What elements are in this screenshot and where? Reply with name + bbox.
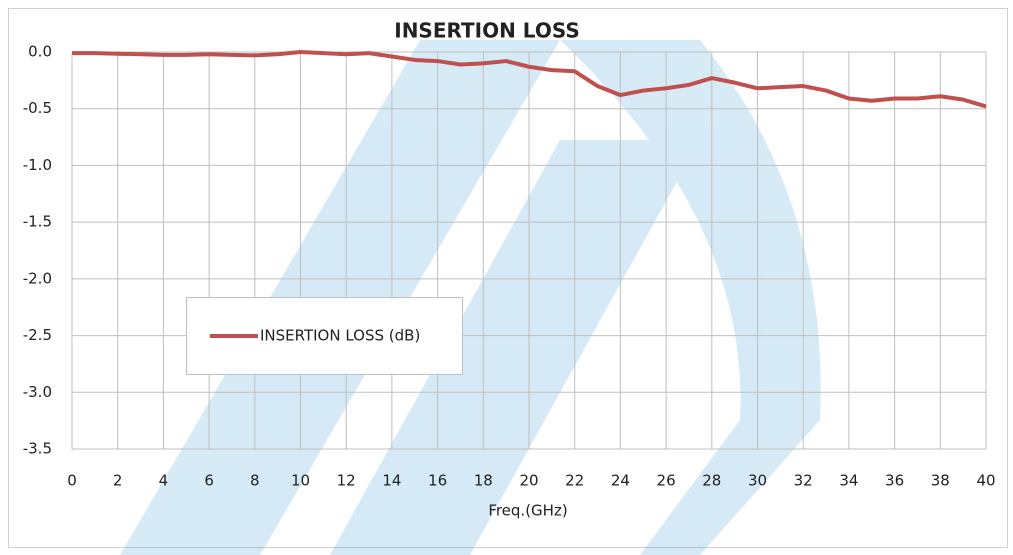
x-tick-label: 28 <box>702 472 721 490</box>
x-axis-label: Freq.(GHz) <box>488 502 567 520</box>
x-tick-label: 32 <box>794 472 813 490</box>
y-tick-label: -1.5 <box>23 213 52 231</box>
x-tick-label: 20 <box>519 472 538 490</box>
x-tick-label: 16 <box>428 472 447 490</box>
x-tick-label: 36 <box>885 472 904 490</box>
x-tick-label: 2 <box>113 472 123 490</box>
x-tick-label: 34 <box>839 472 858 490</box>
x-tick-label: 8 <box>250 472 260 490</box>
x-tick-label: 26 <box>657 472 676 490</box>
x-tick-label: 6 <box>204 472 214 490</box>
chart: INSERTION LOSS Freq.(GHz) 0.0 -0.5 -1.0 -1.… <box>0 0 1013 555</box>
x-tick-label: 14 <box>382 472 401 490</box>
x-tick-label: 10 <box>291 472 310 490</box>
y-tick-label: -0.5 <box>23 99 52 117</box>
x-tick-label: 0 <box>67 472 77 490</box>
y-tick-label: -3.0 <box>23 383 52 401</box>
x-tick-label: 4 <box>159 472 169 490</box>
x-tick-label: 40 <box>976 472 995 490</box>
x-tick-label: 12 <box>337 472 356 490</box>
x-tick-label: 38 <box>931 472 950 490</box>
x-tick-label: 18 <box>474 472 493 490</box>
y-tick-label: -2.5 <box>23 326 52 344</box>
legend-label: INSERTION LOSS (dB) <box>260 327 420 345</box>
y-tick-label: -2.0 <box>23 269 52 287</box>
chart-title: INSERTION LOSS <box>394 19 579 43</box>
y-tick-label: -1.0 <box>23 156 52 174</box>
x-tick-label: 24 <box>611 472 630 490</box>
x-tick-label: 30 <box>748 472 767 490</box>
y-tick-label: 0.0 <box>28 43 52 61</box>
x-tick-label: 22 <box>565 472 584 490</box>
y-tick-label: -3.5 <box>23 440 52 458</box>
